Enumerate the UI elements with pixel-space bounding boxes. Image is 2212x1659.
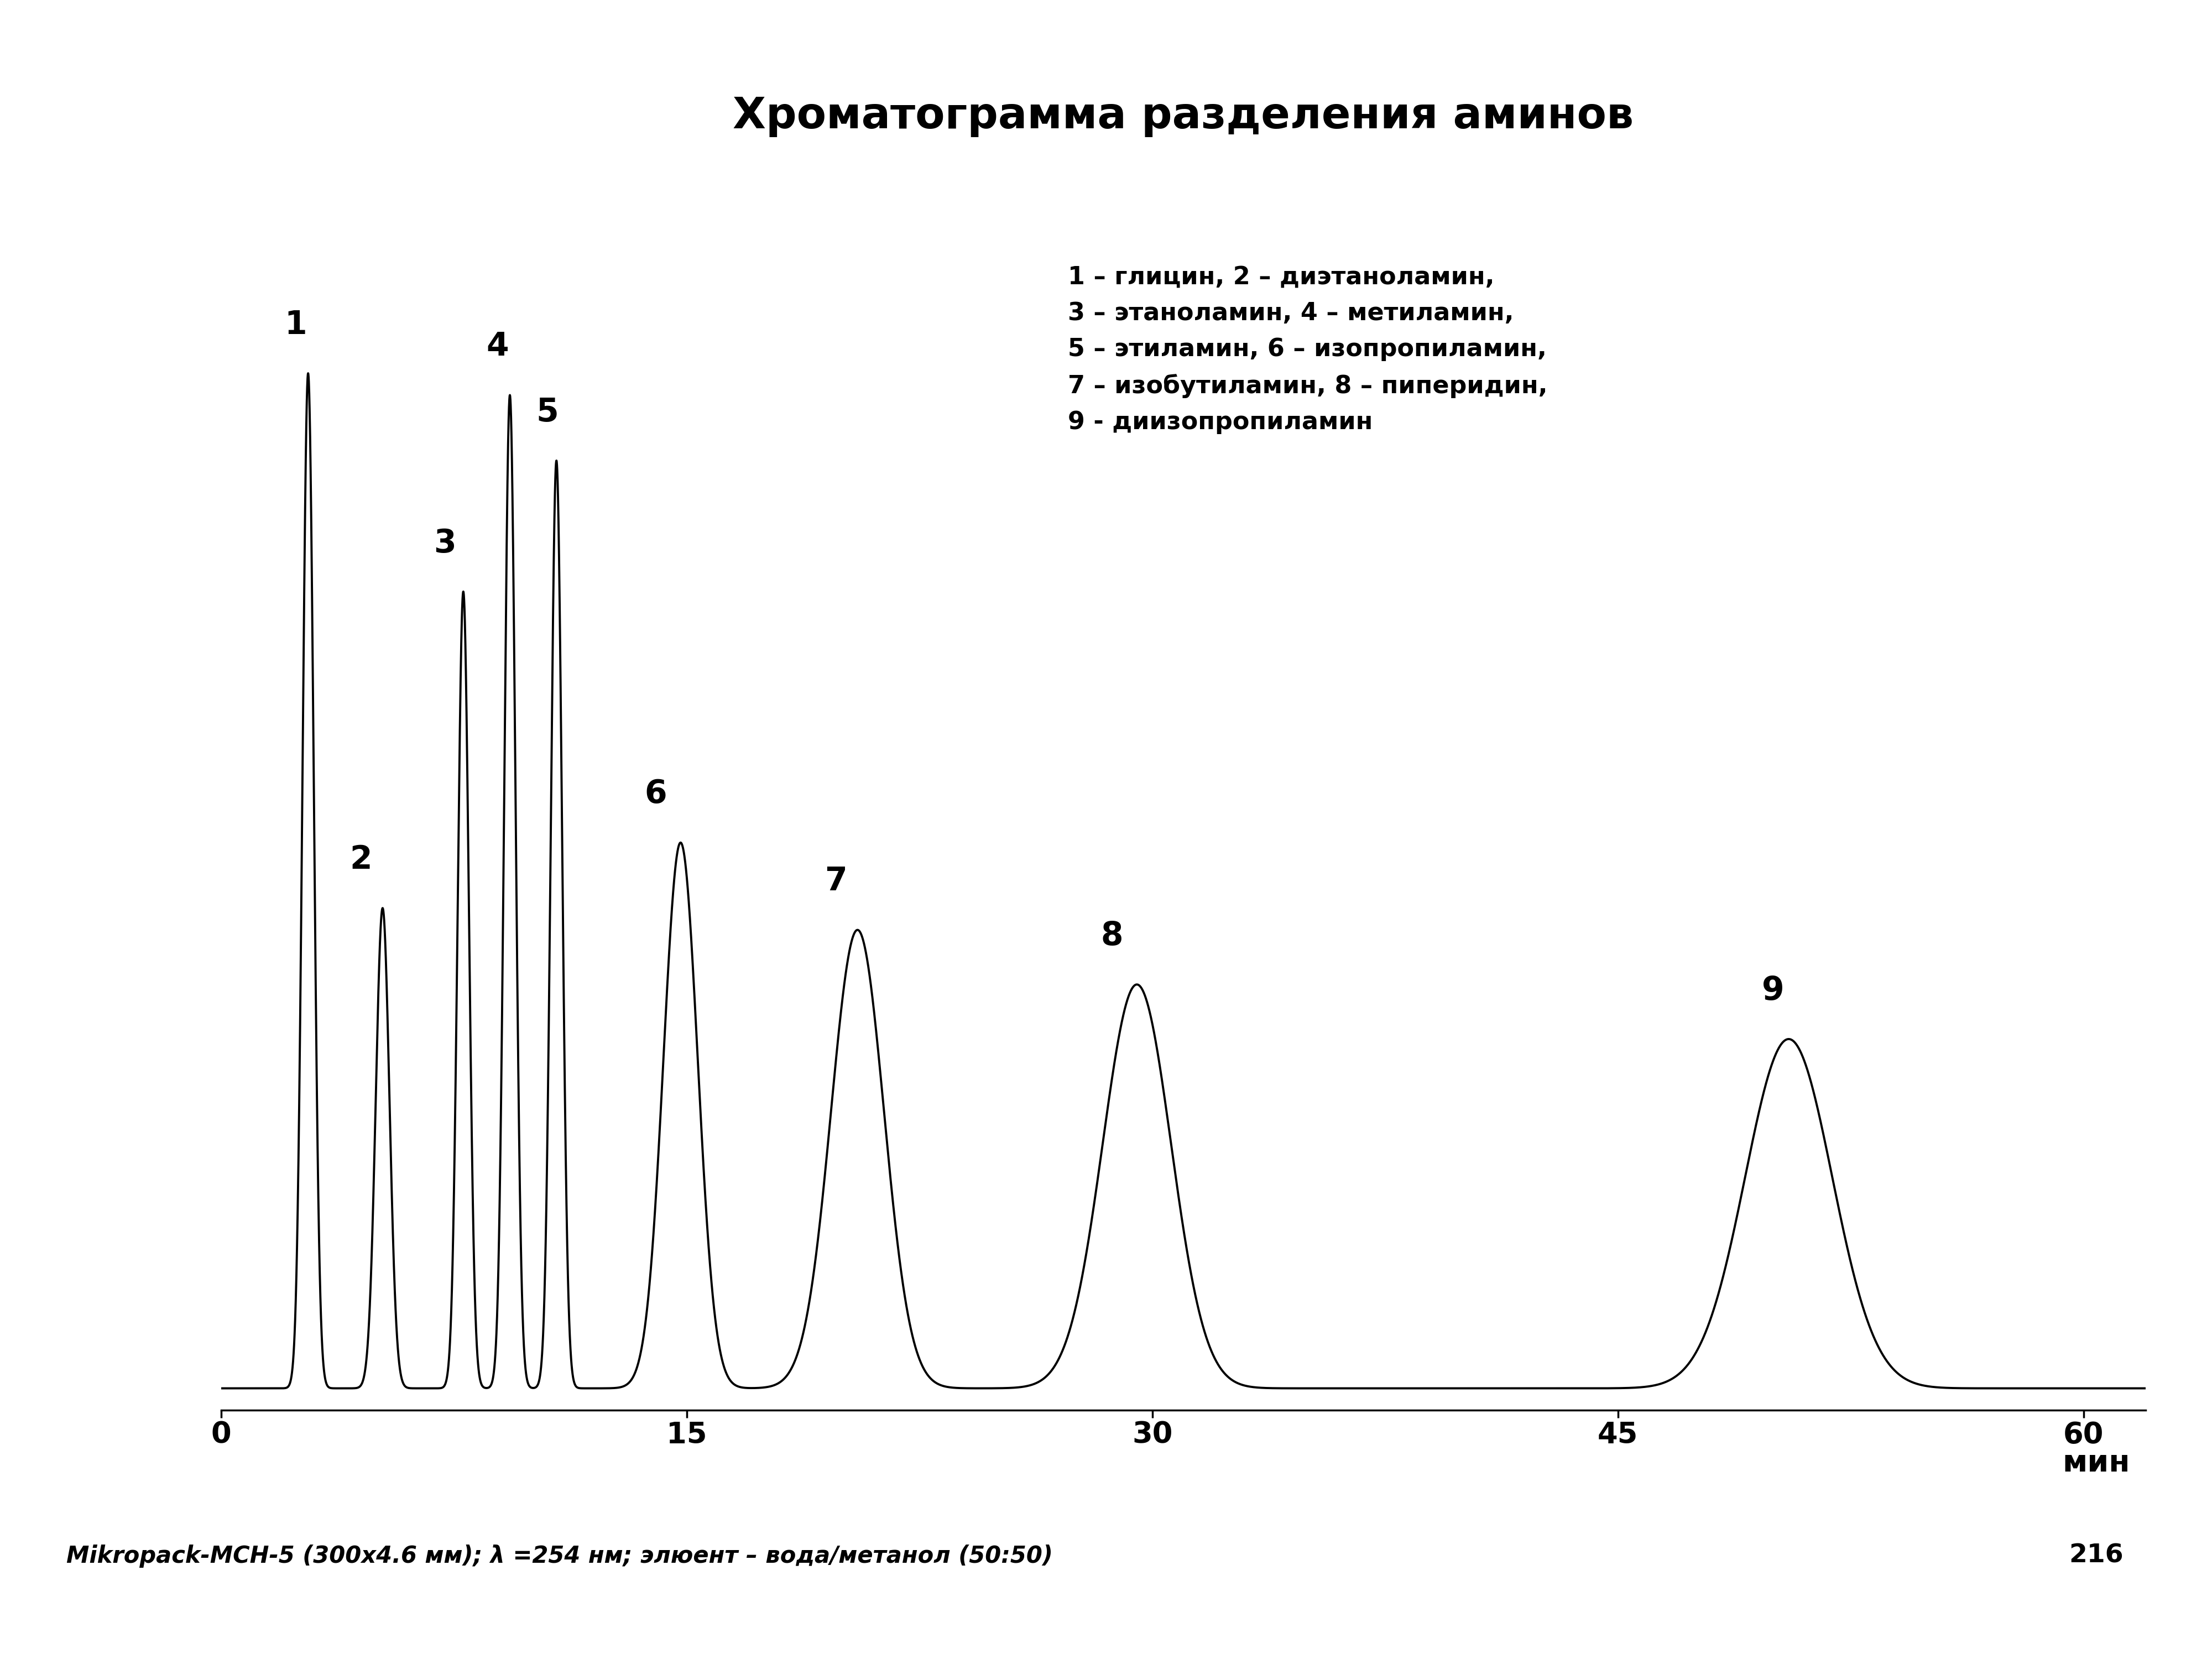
Text: Хроматограмма разделения аминов: Хроматограмма разделения аминов: [732, 95, 1635, 138]
Text: 1: 1: [285, 309, 307, 340]
Text: 6: 6: [644, 778, 668, 810]
Text: 4: 4: [487, 330, 509, 362]
Text: 216: 216: [2068, 1543, 2124, 1568]
Text: 9: 9: [1763, 975, 1785, 1007]
Text: 7: 7: [825, 866, 847, 898]
Text: 5: 5: [535, 397, 557, 428]
Text: Mikropack-MCH-5 (300x4.6 мм); λ =254 нм; элюент – вода/метанол (50:50): Mikropack-MCH-5 (300x4.6 мм); λ =254 нм;…: [66, 1545, 1053, 1568]
Text: 1 – глицин, 2 – диэтаноламин,
3 – этаноламин, 4 – метиламин,
5 – этиламин, 6 – и: 1 – глицин, 2 – диэтаноламин, 3 – этанол…: [1068, 265, 1548, 435]
Text: 2: 2: [349, 844, 372, 876]
Text: 8: 8: [1102, 921, 1124, 952]
Text: 3: 3: [434, 528, 456, 559]
Text: мин: мин: [2062, 1448, 2130, 1478]
